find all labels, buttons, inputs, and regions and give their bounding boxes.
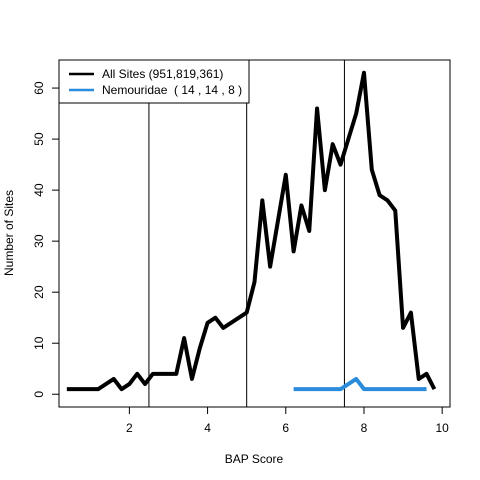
y-axis-label: Number of Sites — [2, 190, 16, 276]
x-tick-label-3: 8 — [361, 421, 368, 435]
y-tick-label-5: 50 — [32, 132, 46, 146]
series-layer — [66, 70, 437, 392]
legend-label-nemouridae: Nemouridae ( 14 , 14 , 8 ) — [102, 83, 242, 97]
y-axis: 0 10 20 30 40 50 60 — [32, 81, 60, 398]
legend: All Sites (951,819,361) Nemouridae ( 14 … — [58, 59, 250, 104]
legend-box — [58, 59, 250, 104]
y-tick-label-4: 40 — [32, 183, 46, 197]
x-axis-label: BAP Score — [225, 452, 284, 466]
vertical-reference-lines — [148, 60, 345, 407]
x-tick-label-2: 6 — [282, 421, 289, 435]
y-tick-label-3: 30 — [32, 234, 46, 248]
y-tick-label-0: 0 — [32, 391, 46, 398]
y-tick-label-2: 20 — [32, 285, 46, 299]
x-tick-label-4: 10 — [436, 421, 450, 435]
x-tick-label-0: 2 — [126, 421, 133, 435]
x-axis: 2 4 6 8 10 — [126, 406, 450, 435]
y-tick-label-1: 10 — [32, 336, 46, 350]
x-tick-label-1: 4 — [204, 421, 211, 435]
legend-label-all-sites: All Sites (951,819,361) — [102, 67, 223, 81]
plot-frame — [58, 59, 451, 408]
series-line-0 — [66, 70, 437, 392]
series-line-1 — [293, 376, 427, 392]
y-tick-label-6: 60 — [32, 81, 46, 95]
